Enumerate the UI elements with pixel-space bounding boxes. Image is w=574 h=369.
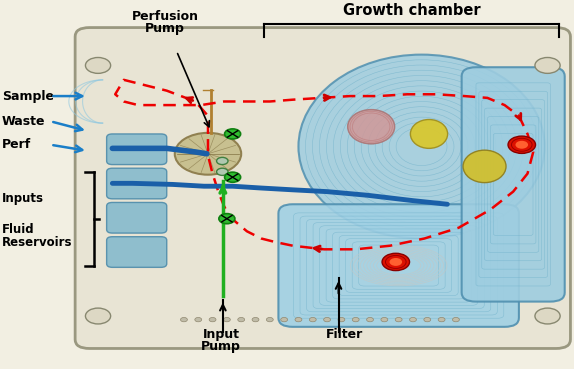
Ellipse shape [298,55,545,238]
Circle shape [174,133,241,175]
Circle shape [338,317,345,322]
Circle shape [266,317,273,322]
Circle shape [390,258,402,266]
FancyBboxPatch shape [107,168,167,199]
Circle shape [281,317,288,322]
Circle shape [367,317,374,322]
Circle shape [224,172,241,182]
Circle shape [508,136,536,154]
FancyBboxPatch shape [461,67,565,301]
Ellipse shape [463,150,506,183]
Text: Pump: Pump [145,22,185,35]
Circle shape [352,317,359,322]
Circle shape [395,317,402,322]
Circle shape [252,317,259,322]
Circle shape [295,317,302,322]
Circle shape [209,317,216,322]
Circle shape [535,308,560,324]
Circle shape [195,317,201,322]
Circle shape [224,129,241,139]
Circle shape [382,253,409,270]
Circle shape [515,141,528,149]
FancyBboxPatch shape [107,134,167,165]
Circle shape [409,317,416,322]
Circle shape [424,317,430,322]
FancyBboxPatch shape [107,237,167,268]
Circle shape [452,317,459,322]
Text: Fluid: Fluid [2,223,34,236]
Circle shape [324,317,331,322]
Circle shape [216,168,228,175]
Text: Input: Input [203,328,240,341]
Ellipse shape [410,120,448,148]
Circle shape [219,214,235,224]
Text: Inputs: Inputs [2,192,44,205]
Circle shape [86,308,111,324]
Circle shape [86,58,111,73]
Text: Waste: Waste [2,115,45,128]
Text: Filter: Filter [325,328,363,341]
Circle shape [535,58,560,73]
Circle shape [223,317,230,322]
Circle shape [238,317,245,322]
Circle shape [180,317,187,322]
Text: Reservoirs: Reservoirs [2,236,72,249]
FancyBboxPatch shape [75,28,571,348]
Text: Growth chamber: Growth chamber [343,3,480,18]
Circle shape [216,157,228,165]
Text: Pump: Pump [201,340,241,353]
Circle shape [309,317,316,322]
Text: Perfusion: Perfusion [131,10,199,23]
FancyBboxPatch shape [107,203,167,233]
FancyBboxPatch shape [278,204,519,327]
Circle shape [438,317,445,322]
Text: Perf: Perf [2,138,31,151]
Ellipse shape [348,110,395,144]
Text: Sample: Sample [2,90,54,103]
Circle shape [381,317,388,322]
